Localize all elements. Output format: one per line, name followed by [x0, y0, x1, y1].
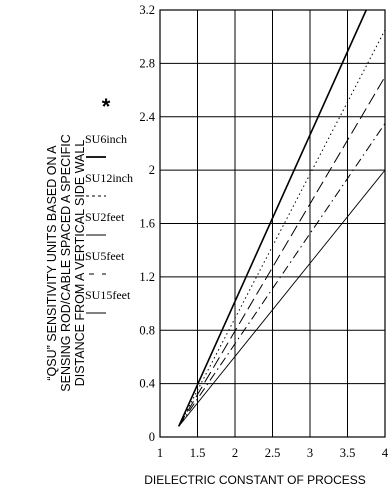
x-tick-label: 3.5: [340, 446, 356, 460]
y-tick-labels: 0 0.4 0.8 1.2 1.6 2 2.4 2.8 3.2: [139, 3, 155, 444]
x-tick-labels: 1 1.5 2 2.5 3 3.5 4: [157, 446, 389, 460]
y-tick-label: 1.2: [139, 270, 155, 284]
series-line-su2feet: [178, 76, 386, 427]
y-tick-label: 2.8: [139, 56, 155, 70]
x-tick-label: 3: [307, 446, 313, 460]
legend-label-su6inch: SU6inch: [85, 132, 127, 146]
x-axis-title: DIELECTRIC CONSTANT OF PROCESS: [144, 473, 366, 487]
x-tick-label: 1: [157, 446, 163, 460]
y-axis-title-line-3: DISTANCE FROM A VERTICAL SIDE WALL: [73, 140, 87, 387]
series-lines: [178, 9, 386, 427]
series-line-su12inch: [178, 29, 386, 427]
y-axis-title: “QSU” SENSITIVITY UNITS BASED ON A SENSI…: [45, 134, 87, 391]
y-tick-label: 0.4: [139, 377, 155, 391]
x-tick-label: 1.5: [190, 446, 206, 460]
x-tick-label: 2: [232, 446, 238, 460]
x-tick-label: 2.5: [265, 446, 281, 460]
y-tick-label: 0: [149, 430, 155, 444]
series-line-su6inch: [178, 9, 367, 427]
legend-label-su12inch: SU12inch: [85, 171, 133, 185]
legend-asterisk: *: [102, 94, 111, 119]
y-tick-label: 2.4: [139, 110, 155, 124]
series-line-su15feet: [178, 169, 386, 427]
y-tick-label: 3.2: [139, 3, 155, 17]
legend: SU6inch SU12inch SU2feet SU5feet SU15feet: [85, 132, 133, 314]
plot-frame: [159, 9, 386, 438]
y-axis-title-line-1: “QSU” SENSITIVITY UNITS BASED ON A: [45, 145, 59, 381]
grid: [159, 9, 386, 438]
y-tick-label: 1.6: [139, 217, 155, 231]
legend-label-su2feet: SU2feet: [85, 210, 125, 224]
y-tick-label: 2: [149, 163, 155, 177]
y-axis-title-line-2: SENSING ROD/CABLE SPACED A SPECIFIC: [59, 134, 73, 391]
x-tick-label: 4: [382, 446, 389, 460]
legend-label-su15feet: SU15feet: [85, 288, 131, 302]
y-tick-label: 0.8: [139, 323, 155, 337]
series-line-su5feet: [178, 123, 386, 427]
legend-label-su5feet: SU5feet: [85, 249, 125, 263]
